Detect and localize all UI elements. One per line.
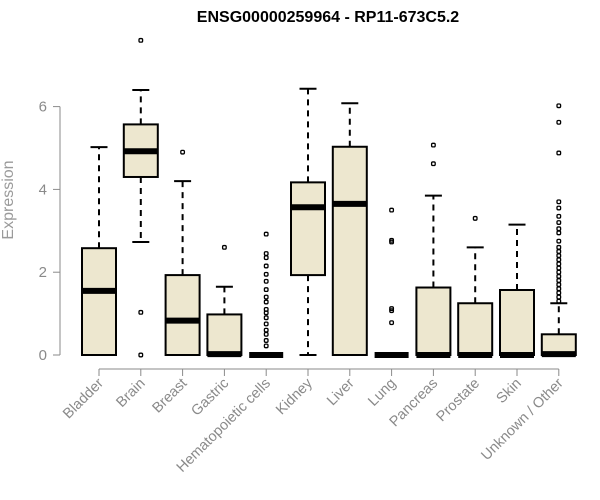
outlier-point xyxy=(180,149,186,155)
outlier-point xyxy=(263,343,269,349)
outlier-point xyxy=(556,290,562,296)
outlier-point xyxy=(430,161,436,167)
box-group-lung xyxy=(374,207,409,358)
box-group-pancreas xyxy=(415,142,452,358)
x-tick-label: Kidney xyxy=(273,375,316,418)
outlier-point xyxy=(263,331,269,337)
outlier-point xyxy=(556,199,562,205)
box-iqr xyxy=(331,145,368,356)
outlier-point xyxy=(138,309,144,315)
x-tick-label: Bladder xyxy=(60,375,107,422)
outlier-point xyxy=(556,150,562,156)
outlier-point xyxy=(138,37,144,43)
outlier-point xyxy=(263,299,269,305)
outlier-point xyxy=(556,119,562,125)
box-iqr xyxy=(457,302,494,356)
outlier-point xyxy=(556,269,562,275)
outlier-point xyxy=(221,244,227,250)
x-tick-label: Breast xyxy=(149,376,190,417)
outlier-point xyxy=(263,321,269,327)
outlier-point xyxy=(389,239,395,245)
outlier-point xyxy=(263,263,269,269)
outlier-point xyxy=(389,207,395,213)
outlier-point xyxy=(556,230,562,236)
outlier-point xyxy=(556,226,562,232)
outlier-point xyxy=(556,278,562,283)
outlier-point xyxy=(263,255,269,261)
outlier-point xyxy=(389,308,395,314)
outlier-point xyxy=(556,249,562,254)
box-iqr xyxy=(206,313,243,357)
box-iqr xyxy=(164,274,201,356)
box-group-kidney xyxy=(290,87,326,356)
outlier-point xyxy=(556,103,562,109)
box-group-gastric xyxy=(206,244,243,358)
y-axis-label: Expression xyxy=(0,160,17,239)
outlier-point xyxy=(263,287,269,293)
box-group-unknown-other xyxy=(540,103,577,358)
outlier-point xyxy=(556,286,562,292)
outlier-point xyxy=(263,251,269,257)
outlier-point xyxy=(556,213,562,219)
outlier-point xyxy=(556,253,562,259)
box-group-hematopoietic-cells xyxy=(249,231,284,358)
box-iqr xyxy=(499,289,535,357)
outlier-point xyxy=(263,315,269,321)
outlier-point xyxy=(263,231,269,237)
outlier-point xyxy=(263,294,269,300)
outlier-point xyxy=(556,298,562,304)
chart-title: ENSG00000259964 - RP11-673C5.2 xyxy=(197,9,460,26)
x-tick-label: Lung xyxy=(365,376,399,410)
y-tick-label: 6 xyxy=(39,99,47,116)
x-tick-label: Liver xyxy=(324,375,358,409)
outlier-point xyxy=(556,257,562,263)
outlier-point xyxy=(556,282,562,288)
y-axis: 0 2 4 6 xyxy=(39,99,61,364)
outlier-point xyxy=(556,220,562,225)
box-iqr xyxy=(81,247,117,356)
outlier-point xyxy=(556,238,562,244)
outlier-point xyxy=(556,205,562,211)
x-tick-label: Prostate xyxy=(434,376,483,425)
outlier-point xyxy=(556,265,562,271)
y-tick-label: 0 xyxy=(39,347,47,364)
outlier-point xyxy=(263,338,269,343)
y-tick-label: 4 xyxy=(39,181,47,198)
outlier-point xyxy=(556,273,562,279)
outlier-point xyxy=(556,294,562,300)
box-group-bladder xyxy=(81,146,117,356)
box-group-skin xyxy=(499,223,535,358)
outlier-point xyxy=(263,327,269,333)
outlier-point xyxy=(263,271,269,277)
box-group-brain xyxy=(122,37,159,358)
outlier-point xyxy=(430,142,436,148)
box-group-prostate xyxy=(457,215,494,358)
y-tick-label: 2 xyxy=(39,264,47,281)
box-group-breast xyxy=(164,149,201,356)
outlier-point xyxy=(263,278,269,284)
box-iqr xyxy=(290,181,326,277)
box-iqr xyxy=(415,286,452,357)
x-tick-label: Skin xyxy=(494,376,525,407)
outlier-point xyxy=(556,244,562,250)
outlier-point xyxy=(389,320,395,326)
box-group-liver xyxy=(331,102,368,356)
outlier-point xyxy=(556,261,562,267)
x-tick-label: Brain xyxy=(113,376,148,411)
outlier-point xyxy=(263,310,269,316)
outlier-point xyxy=(138,352,144,358)
boxes-layer xyxy=(81,37,577,358)
outlier-point xyxy=(472,215,478,221)
